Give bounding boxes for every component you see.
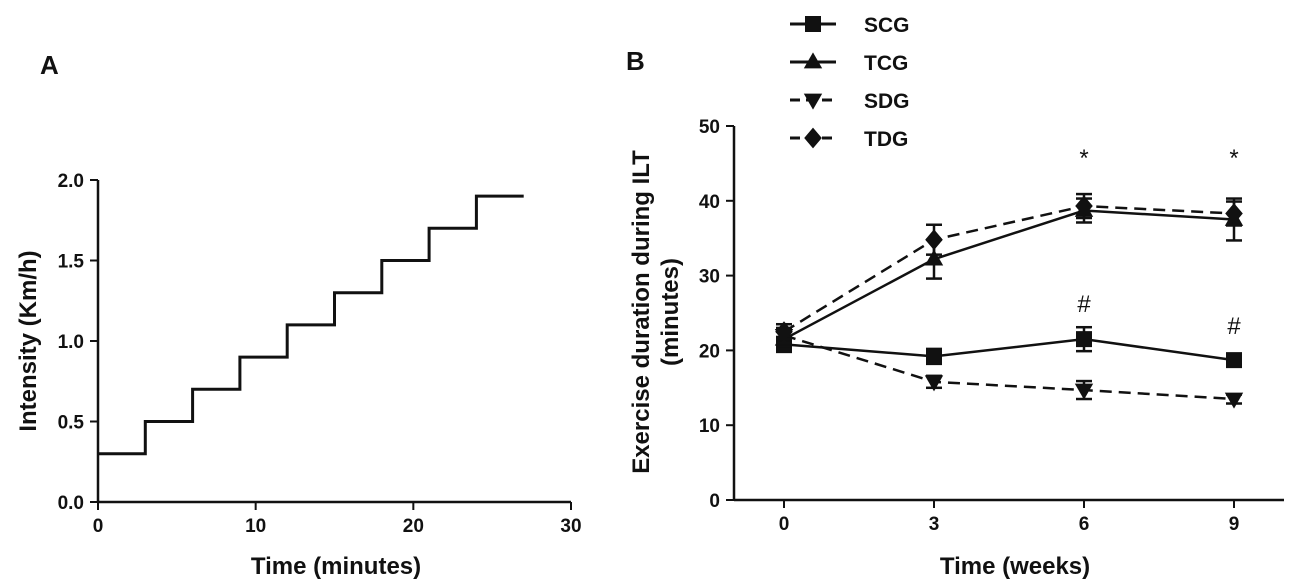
- series-tdg-line: [783, 204, 1235, 333]
- series-sdg-line: [783, 334, 1235, 401]
- panel-b-y-tick-label: 10: [699, 416, 720, 437]
- panel-b-y-tick-label: 0: [709, 491, 720, 512]
- significance-hash: #: [1077, 291, 1091, 318]
- panel-a-y-tick-label: 0.0: [58, 493, 84, 514]
- panel-a: A 0.00.51.01.52.00 10 20 30 Time (minutes) …: [15, 50, 582, 580]
- panel-b-x-tick-label: 6: [1079, 514, 1090, 535]
- series-sdg-point: [1074, 383, 1094, 400]
- panel-b-x-tick-label: 9: [1229, 514, 1240, 535]
- panel-a-label: A: [40, 50, 59, 80]
- panel-a-step-line: [98, 194, 524, 456]
- panel-a-x-tick-label: 20: [403, 516, 424, 537]
- panel-a-y-tick-label: 2.0: [58, 171, 84, 192]
- series-tdg-point: [775, 321, 793, 343]
- series-sdg-point: [1224, 392, 1244, 409]
- panel-a-y-axis-title: Intensity (Km/h): [15, 250, 42, 431]
- panel-b-axes: 0 10 20 30 40 50 0 3 6 9: [699, 117, 1284, 535]
- series-tdg-point: [925, 229, 943, 251]
- panel-b-y-tick-label: 50: [699, 117, 720, 138]
- panel-b-y-tick-label: 20: [699, 341, 720, 362]
- panel-b-x-tick-label: 0: [779, 514, 790, 535]
- series-scg-point: [1226, 352, 1242, 369]
- significance-star: *: [1079, 145, 1088, 172]
- panel-a-y-tick-label: 1.5: [58, 252, 85, 273]
- significance-star: *: [1229, 145, 1238, 172]
- series-scg-point: [926, 348, 942, 365]
- series-scg-line: [783, 337, 1235, 362]
- panel-b-label: B: [626, 46, 645, 76]
- panel-b-y-axis-title-line2: (minutes): [657, 258, 684, 366]
- significance-hash: #: [1227, 313, 1241, 340]
- panel-a-x-tick-label: 0: [93, 516, 104, 537]
- series-scg-point: [1076, 331, 1092, 348]
- panel-a-plot: [98, 194, 524, 456]
- series-scg: [776, 325, 1242, 369]
- panel-a-y-tick-label: 1.0: [58, 332, 84, 353]
- legend-tcg-marker: [803, 52, 823, 69]
- panel-b-y-tick-label: 30: [699, 267, 720, 288]
- legend-tdg-marker: [804, 127, 822, 149]
- panel-a-y-tick-label: 0.5: [58, 413, 85, 434]
- legend-sdg-marker: [803, 93, 823, 110]
- series-tcg-line: [783, 209, 1235, 341]
- series-tcg: [774, 197, 1244, 348]
- panel-b-x-axis-title: Time (weeks): [940, 553, 1090, 580]
- panel-b-annotations: * * # #: [1077, 145, 1241, 340]
- legend-scg-marker: [805, 16, 821, 32]
- panel-b-plot: [774, 192, 1244, 409]
- series-sdg: [774, 326, 1244, 409]
- panel-b-y-tick-label: 40: [699, 192, 720, 213]
- panel-a-x-tick-label: 30: [560, 516, 581, 537]
- series-tcg-point: [924, 249, 944, 266]
- panel-a-axes: 0.0 0.5 1.0 1.5 2.0 0 10 20 30: [58, 171, 582, 537]
- legend-tcg-label: TCG: [864, 52, 908, 75]
- panel-b-legend: SCG TCG SDG TDG: [790, 14, 910, 151]
- panel-a-x-tick-label: 10: [245, 516, 266, 537]
- series-sdg-point: [924, 375, 944, 392]
- panel-b-y-axis-title-line1: Exercise duration during ILT: [628, 150, 655, 474]
- series-tdg: [775, 192, 1243, 343]
- panel-b-x-tick-label: 3: [929, 514, 940, 535]
- legend-sdg-label: SDG: [864, 90, 910, 113]
- series-tdg-point: [1225, 203, 1243, 224]
- panel-a-x-axis-title: Time (minutes): [251, 553, 421, 580]
- legend-scg-label: SCG: [864, 14, 910, 37]
- legend-tdg-label: TDG: [864, 128, 908, 151]
- panel-b: B 0 10 20 30 40 50 0 3 6 9 * * # # SCG TCG SDG TDG Time…: [626, 14, 1284, 580]
- series-tdg-point: [1075, 195, 1093, 217]
